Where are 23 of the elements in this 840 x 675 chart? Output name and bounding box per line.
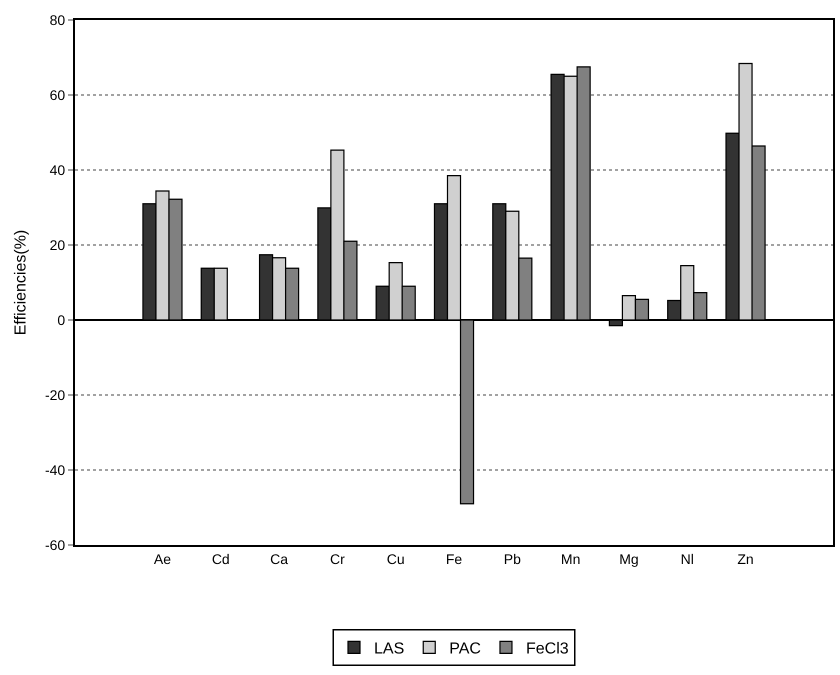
legend-label: FeCl3 <box>526 640 569 658</box>
legend-label: LAS <box>374 640 404 658</box>
y-tick-label: 0 <box>57 312 66 328</box>
x-tick-label: Cd <box>212 550 230 567</box>
x-tick-label: Mg <box>619 550 639 567</box>
y-axis-title: Efficiencies(%) <box>12 230 30 336</box>
y-tick-label: 40 <box>50 162 66 178</box>
x-tick-label: Pb <box>504 550 522 567</box>
y-tick-label: -20 <box>44 386 66 403</box>
x-tick-label: Ca <box>270 550 288 567</box>
x-tick-label: Fe <box>446 550 462 567</box>
x-tick-label: Zn <box>737 550 754 567</box>
x-tick-label: Mn <box>560 550 580 567</box>
x-tick-label: Nl <box>680 550 694 567</box>
y-tick-label: 20 <box>50 236 66 253</box>
y-tick-label: 80 <box>50 12 66 28</box>
x-tick-label: Cr <box>330 550 346 567</box>
y-tick-label: -40 <box>44 462 66 478</box>
x-tick-label: Ae <box>154 550 172 567</box>
x-tick-label: Cu <box>386 550 405 567</box>
legend-label: PAC <box>449 640 481 658</box>
y-tick-label: -60 <box>44 536 66 553</box>
y-tick-label: 60 <box>50 86 66 103</box>
